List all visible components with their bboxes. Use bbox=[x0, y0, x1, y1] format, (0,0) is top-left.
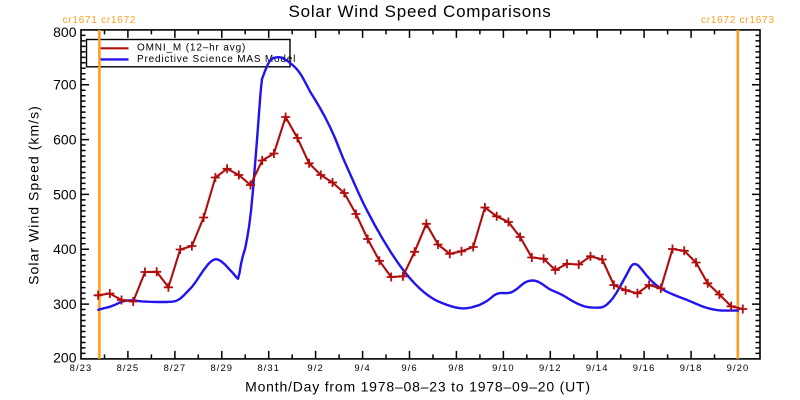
svg-text:9/12: 9/12 bbox=[539, 362, 562, 373]
svg-text:8/31: 8/31 bbox=[257, 362, 280, 373]
svg-text:Month/Day from 1978–08–23 to 1: Month/Day from 1978–08–23 to 1978–09–20 … bbox=[245, 379, 591, 395]
svg-text:9/20: 9/20 bbox=[727, 362, 750, 373]
svg-text:cr1671 cr1672: cr1671 cr1672 bbox=[63, 15, 137, 26]
svg-text:Solar Wind Speed (km/s): Solar Wind Speed (km/s) bbox=[26, 105, 42, 285]
svg-text:500: 500 bbox=[53, 186, 77, 202]
svg-text:8/23: 8/23 bbox=[70, 362, 93, 373]
svg-text:cr1672 cr1673: cr1672 cr1673 bbox=[701, 15, 775, 26]
svg-text:8/27: 8/27 bbox=[164, 362, 187, 373]
svg-text:8/29: 8/29 bbox=[210, 362, 233, 373]
svg-text:9/18: 9/18 bbox=[680, 362, 703, 373]
svg-text:9/2: 9/2 bbox=[307, 362, 323, 373]
svg-text:Solar Wind Speed Comparisons: Solar Wind Speed Comparisons bbox=[289, 2, 552, 21]
svg-text:800: 800 bbox=[53, 24, 77, 40]
svg-text:9/8: 9/8 bbox=[448, 362, 464, 373]
svg-text:OMNI_M (12–hr avg): OMNI_M (12–hr avg) bbox=[137, 42, 246, 53]
svg-text:200: 200 bbox=[53, 349, 77, 365]
svg-text:9/4: 9/4 bbox=[354, 362, 370, 373]
svg-text:9/14: 9/14 bbox=[586, 362, 609, 373]
svg-text:300: 300 bbox=[53, 296, 77, 312]
svg-text:700: 700 bbox=[53, 77, 77, 93]
svg-text:9/10: 9/10 bbox=[492, 362, 515, 373]
svg-text:8/25: 8/25 bbox=[117, 362, 140, 373]
svg-text:600: 600 bbox=[53, 132, 77, 148]
svg-text:400: 400 bbox=[53, 241, 77, 257]
svg-text:9/6: 9/6 bbox=[401, 362, 417, 373]
svg-text:Predictive Science MAS Model: Predictive Science MAS Model bbox=[137, 54, 296, 65]
svg-text:9/16: 9/16 bbox=[633, 362, 656, 373]
